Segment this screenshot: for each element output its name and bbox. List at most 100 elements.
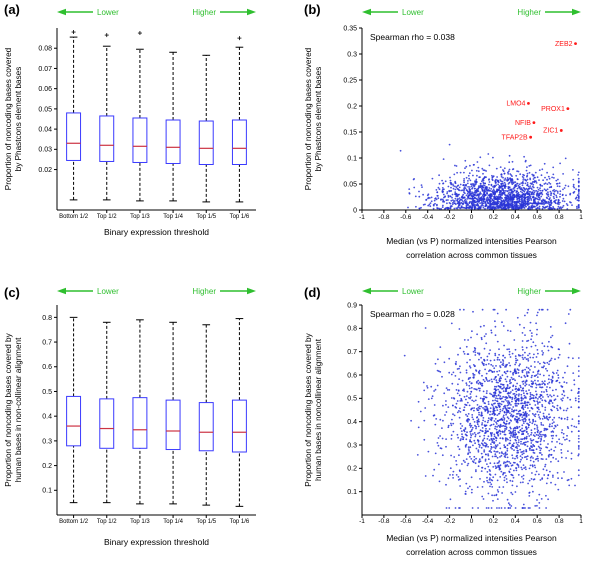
x-tick-label: -0.6 <box>400 214 412 221</box>
gene-point <box>527 102 530 105</box>
y-axis-title: by Phastcons element bases <box>14 67 23 172</box>
x-tick-label: -0.8 <box>378 518 390 525</box>
x-tick-label: 1 <box>579 214 583 221</box>
x-tick-label: 0.4 <box>511 518 520 525</box>
y-tick-label: 0.05 <box>38 106 52 113</box>
y-tick-label: 0.08 <box>38 46 52 53</box>
x-tick-label: Top 1/3 <box>130 214 150 220</box>
x-axis-title: Binary expression threshold <box>104 537 209 547</box>
x-tick-label: Top 1/5 <box>196 214 216 220</box>
scatter-points <box>403 308 580 509</box>
x-tick-label: 0.6 <box>533 214 542 221</box>
y-tick-label: 0.07 <box>38 66 52 73</box>
panel-d: (d) Lower Higher 0.1 0.2 0.3 0.4 0.5 0.6 0.7 0.8 0… <box>300 283 600 566</box>
gene-point <box>574 42 577 45</box>
x-tick-label: -0.4 <box>422 518 434 525</box>
gene-label: NFIB <box>515 120 531 127</box>
x-tick-label: -1 <box>359 518 365 525</box>
x-tick-label: 0.8 <box>555 214 564 221</box>
y-tick-label: 0.1 <box>347 155 357 162</box>
gene-label: LMO4 <box>506 101 525 108</box>
y-tick-label: 0.4 <box>347 419 357 426</box>
box <box>99 115 115 162</box>
x-tick-label: 0.2 <box>489 518 498 525</box>
x-tick-label: Top 1/4 <box>163 214 183 220</box>
y-tick-label: 0.7 <box>347 349 357 356</box>
gene-label: PROX1 <box>541 106 565 113</box>
x-tick-label: 0.8 <box>555 518 564 525</box>
scatter-phastcons-chart: Lower Higher 0 0.05 0.1 0.15 0.2 0.25 0.3 0.35 Pro… <box>304 8 583 260</box>
y-axis-title: Proportion of noncoding bases covered by <box>4 332 13 486</box>
y-tick-label: 0.15 <box>343 129 357 136</box>
lower-arrow-label: Lower <box>97 8 119 17</box>
y-tick-label: 0.5 <box>42 389 52 396</box>
x-tick-label: 0 <box>470 518 474 525</box>
x-tick-label: Top 1/6 <box>230 519 250 525</box>
x-tick-label: 0.6 <box>533 518 542 525</box>
x-tick-label: -0.2 <box>444 214 456 221</box>
panel-a: (a) Lower Higher 0.02 0.03 0.04 0.05 0.06 0.07 0… <box>0 0 300 283</box>
y-tick-label: 0.7 <box>42 339 52 346</box>
x-tick-label: Top 1/6 <box>230 214 250 220</box>
box <box>165 399 181 451</box>
x-tick-label: Top 1/2 <box>97 519 117 525</box>
y-axis-title: Proportion of noncoding bases covered <box>304 47 313 190</box>
y-tick-label: 0.4 <box>42 414 52 421</box>
x-tick-label: Top 1/4 <box>163 519 183 525</box>
spearman-annotation: Spearman rho = 0.028 <box>370 309 455 319</box>
lower-arrow-label: Lower <box>402 8 424 17</box>
box <box>66 112 82 161</box>
y-tick-label: 0.6 <box>42 364 52 371</box>
panel-b: (b) Lower Higher 0 0.05 0.1 0.15 0.2 0.25 0.3 0.3… <box>300 0 600 283</box>
x-tick-label: -0.6 <box>400 518 412 525</box>
higher-arrow-label: Higher <box>192 8 216 17</box>
y-tick-label: 0.6 <box>347 372 357 379</box>
panel-label-b: (b) <box>304 2 321 17</box>
y-tick-label: 0.03 <box>38 147 52 154</box>
x-axis-title: correlation across common tissues <box>406 250 537 260</box>
y-tick-label: 0.2 <box>347 103 357 110</box>
gene-point <box>566 107 570 110</box>
y-tick-label: 0.35 <box>343 25 357 32</box>
x-tick-label: -0.8 <box>378 214 390 221</box>
y-tick-label: 0.05 <box>343 181 357 188</box>
higher-arrowhead-icon <box>572 287 581 295</box>
box <box>198 120 214 166</box>
y-tick-label: 0.1 <box>42 488 52 495</box>
x-tick-label: Top 1/5 <box>196 519 216 525</box>
x-tick-label: -0.2 <box>444 518 456 525</box>
y-axis-title: by Phastcons element bases <box>314 67 323 172</box>
x-axis-title: Binary expression threshold <box>104 227 209 237</box>
higher-arrowhead-icon <box>572 8 581 16</box>
box <box>132 397 148 449</box>
gene-label: ZEB2 <box>555 41 573 48</box>
x-tick-label: -1 <box>359 214 365 221</box>
gene-point <box>532 121 536 125</box>
y-tick-label: 0.2 <box>42 463 52 470</box>
box <box>198 402 214 452</box>
x-tick-label: Bottom 1/2 <box>59 214 89 220</box>
box <box>66 395 82 447</box>
higher-arrow-label: Higher <box>517 8 541 17</box>
box <box>99 398 115 449</box>
gene-label: TFAP2B <box>502 135 528 142</box>
y-tick-label: 0.25 <box>343 77 357 84</box>
y-tick-label: 0.02 <box>38 167 52 174</box>
spearman-annotation: Spearman rho = 0.038 <box>370 32 455 42</box>
x-axis-title: Median (vs P) normalized intensities Pea… <box>386 533 557 543</box>
box <box>231 119 247 165</box>
y-tick-label: 0 <box>353 207 357 214</box>
lower-arrowhead-icon <box>362 287 371 295</box>
lower-arrowhead-icon <box>362 8 371 16</box>
gene-label: ZIC1 <box>543 128 558 135</box>
y-tick-label: 0.3 <box>347 442 357 449</box>
box <box>165 119 181 164</box>
y-tick-label: 0.04 <box>38 127 52 134</box>
lower-arrow-label: Lower <box>402 287 424 296</box>
x-tick-label: 0.2 <box>489 214 498 221</box>
x-axis-title: correlation across common tissues <box>406 547 537 557</box>
higher-arrowhead-icon <box>247 8 256 16</box>
x-tick-label: -0.4 <box>422 214 434 221</box>
y-tick-label: 0.5 <box>347 396 357 403</box>
